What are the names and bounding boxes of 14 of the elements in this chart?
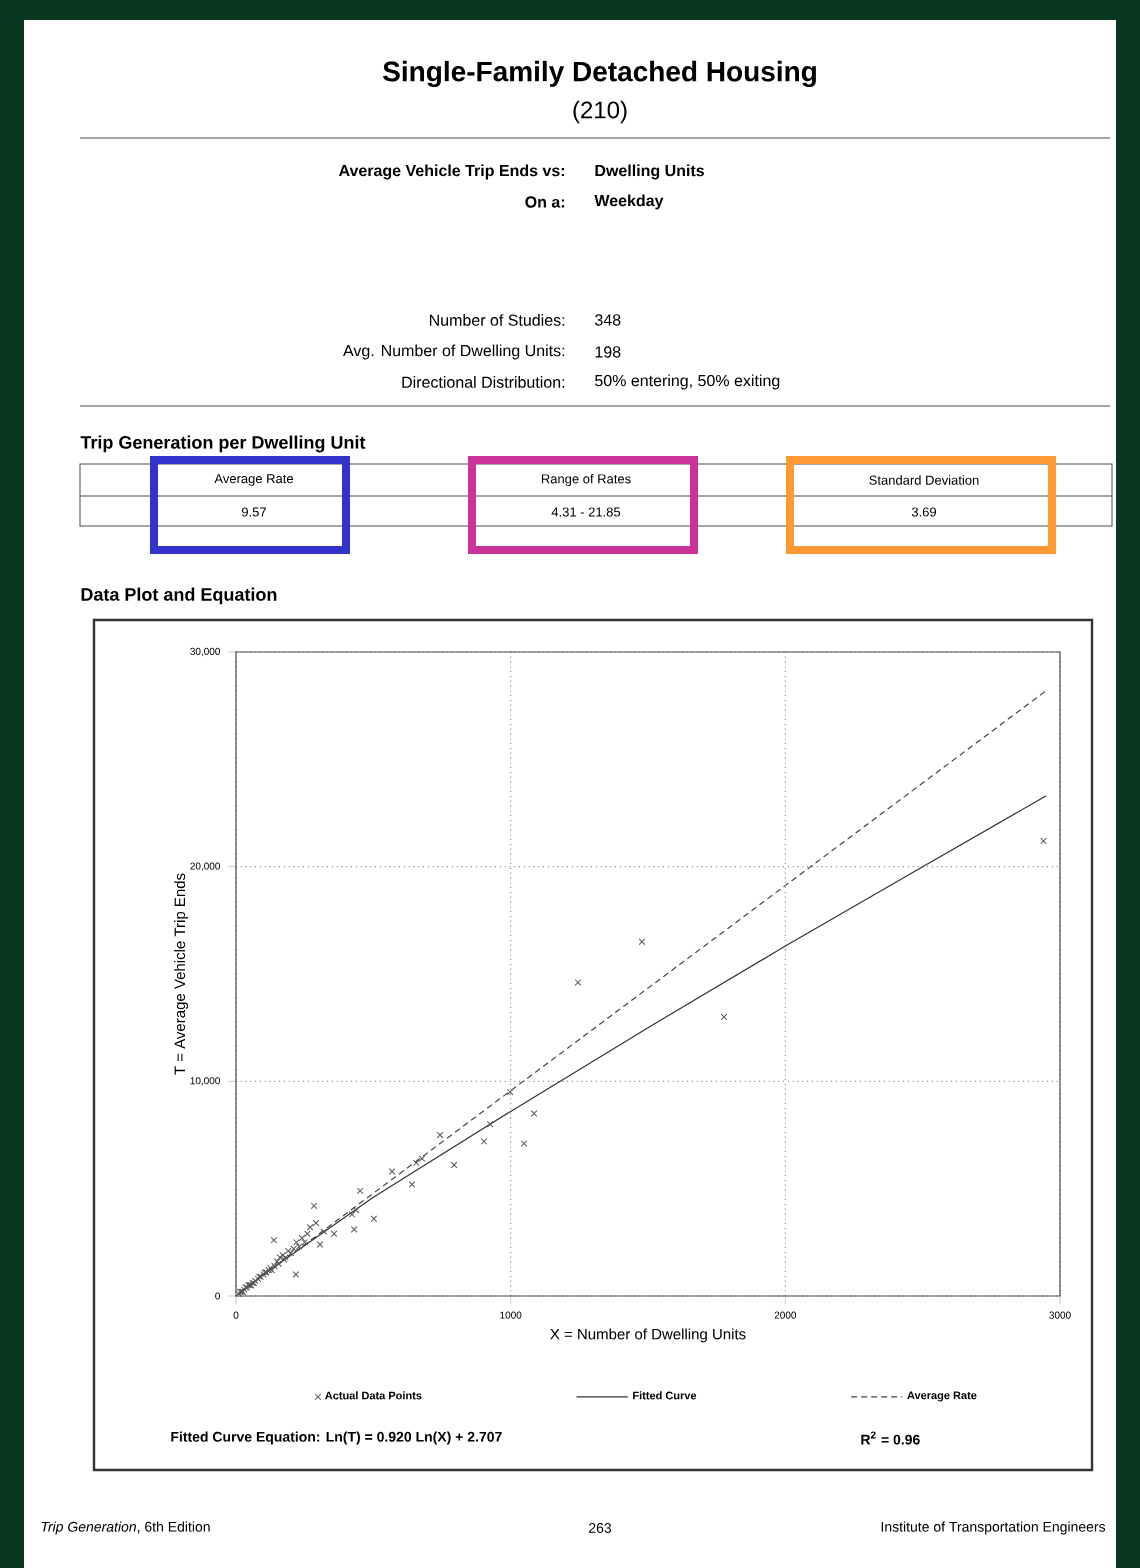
text: Number of Studies: bbox=[429, 314, 565, 326]
text: Trip Generation per Dwelling Unit bbox=[80, 435, 366, 453]
text: Dwelling Units bbox=[595, 164, 704, 180]
text: 50% entering, 50% exiting bbox=[595, 374, 780, 390]
text: Average Vehicle Trip Ends vs: bbox=[338, 164, 565, 180]
text: On a: bbox=[525, 196, 565, 208]
chart-subtitle: (210) bbox=[573, 100, 627, 124]
text: Avg. Number of Dwelling Units: bbox=[343, 344, 565, 360]
chart-title: Single-Family Detached Housing bbox=[383, 60, 816, 88]
text: Weekday bbox=[594, 194, 664, 210]
text: Directional Distribution: bbox=[402, 376, 565, 388]
text: Data Plot and Equation bbox=[81, 587, 277, 605]
text: 348 bbox=[595, 314, 621, 326]
text: 198 bbox=[595, 346, 621, 358]
